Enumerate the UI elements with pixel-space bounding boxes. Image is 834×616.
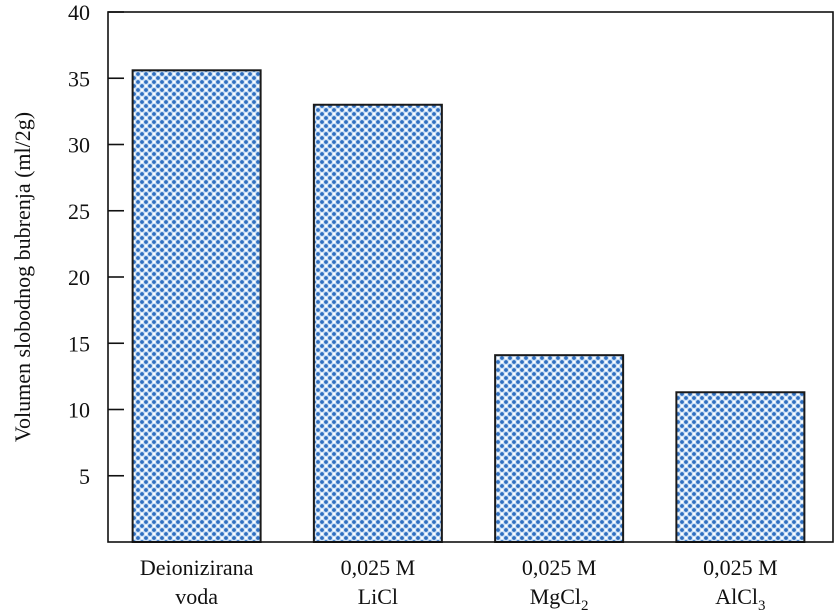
y-tick-label: 5 [79,464,90,489]
x-category-label-line2: voda [175,584,218,609]
bar [494,354,625,543]
x-category-label-line2: MgCl2 [530,584,589,611]
y-tick-label: 40 [68,0,90,25]
x-axis-labels: Deionizirana voda 0,025 M LiCl 0,025 M MgCl2 0… [140,555,778,614]
bar [312,103,443,543]
y-tick-label: 35 [68,66,90,91]
y-axis-title: Volumen slobodnog bubrenja (ml/2g) [10,112,35,442]
y-tick-label: 25 [68,199,90,224]
x-category-label-line1: 0,025 M [703,555,778,580]
bars [131,69,806,544]
x-category-label-line2: LiCl [358,584,398,609]
y-tick-label: 10 [68,398,90,423]
y-axis-ticks: 5 10 15 20 25 30 35 40 [68,0,124,489]
y-tick-label: 30 [68,133,90,158]
y-tick-label: 20 [68,265,90,290]
bar [675,391,806,543]
y-tick-label: 15 [68,331,90,356]
plot-frame [107,11,834,543]
x-category-label-line1: 0,025 M [341,555,416,580]
x-category-label-line1: 0,025 M [522,555,597,580]
bar [131,69,262,544]
x-category-label-line2: AlCl3 [715,584,765,611]
x-category-label-line1: Deionizirana [140,555,254,580]
